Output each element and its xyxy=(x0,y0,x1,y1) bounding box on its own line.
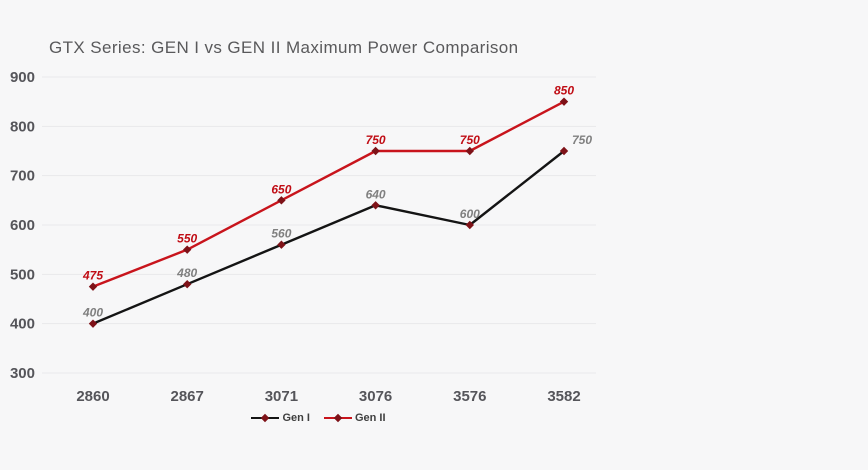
x-axis-tick-label: 2860 xyxy=(76,388,109,405)
chart-title: GTX Series: GEN I vs GEN II Maximum Powe… xyxy=(49,38,519,57)
data-point-marker xyxy=(371,146,380,156)
y-axis-tick-label: 300 xyxy=(10,365,35,382)
legend-label-gen-i: Gen I xyxy=(282,412,310,424)
x-axis-tick-label: 3576 xyxy=(453,388,486,405)
data-point-marker xyxy=(277,196,286,205)
data-point-marker xyxy=(183,280,192,289)
x-axis-tick-label: 3071 xyxy=(265,388,298,405)
gen-i-line-swatch xyxy=(251,413,280,423)
data-point-marker xyxy=(371,201,380,210)
data-point-label: 750 xyxy=(572,133,592,147)
data-point-label: 650 xyxy=(271,182,291,196)
series-line-gen-i xyxy=(91,149,566,325)
data-point-label: 750 xyxy=(460,133,480,147)
data-point-marker xyxy=(465,146,474,156)
data-point-marker xyxy=(88,282,98,291)
legend-label-gen-ii: Gen II xyxy=(354,412,386,424)
diamond-marker-icon xyxy=(333,413,343,423)
data-point-marker xyxy=(465,220,474,230)
data-point-label: 640 xyxy=(366,187,386,201)
diamond-marker-icon xyxy=(261,413,270,423)
chart-legend: Gen I Gen II xyxy=(42,412,595,424)
y-axis-tick-label: 500 xyxy=(10,266,35,283)
data-point-label: 750 xyxy=(366,133,386,147)
y-axis-tick-label: 700 xyxy=(10,168,35,185)
y-axis-tick-label: 400 xyxy=(10,316,35,333)
x-axis-tick-label: 3582 xyxy=(547,388,580,405)
data-point-label: 850 xyxy=(554,84,574,98)
data-point-label: 560 xyxy=(271,227,291,241)
legend-item-gen-ii[interactable]: Gen II xyxy=(323,412,386,424)
series-line-gen-ii xyxy=(91,100,566,288)
data-point-marker xyxy=(88,319,98,328)
data-point-label: 475 xyxy=(82,269,103,283)
y-axis-tick-label: 800 xyxy=(10,118,35,135)
x-axis-tick-label: 3076 xyxy=(359,388,392,405)
data-point-label: 600 xyxy=(460,207,480,221)
data-point-marker xyxy=(559,97,569,106)
data-point-label: 400 xyxy=(82,306,103,320)
gen-ii-line-swatch xyxy=(323,413,352,423)
y-axis-tick-label: 600 xyxy=(10,217,35,234)
y-axis-tick-label: 900 xyxy=(10,69,35,86)
data-point-marker xyxy=(277,240,286,249)
data-point-marker xyxy=(183,245,192,254)
x-axis-tick-label: 2867 xyxy=(171,388,204,405)
data-point-label: 480 xyxy=(176,266,197,280)
legend-item-gen-i[interactable]: Gen I xyxy=(251,412,310,424)
data-point-marker xyxy=(559,146,569,156)
data-point-label: 550 xyxy=(177,232,197,246)
